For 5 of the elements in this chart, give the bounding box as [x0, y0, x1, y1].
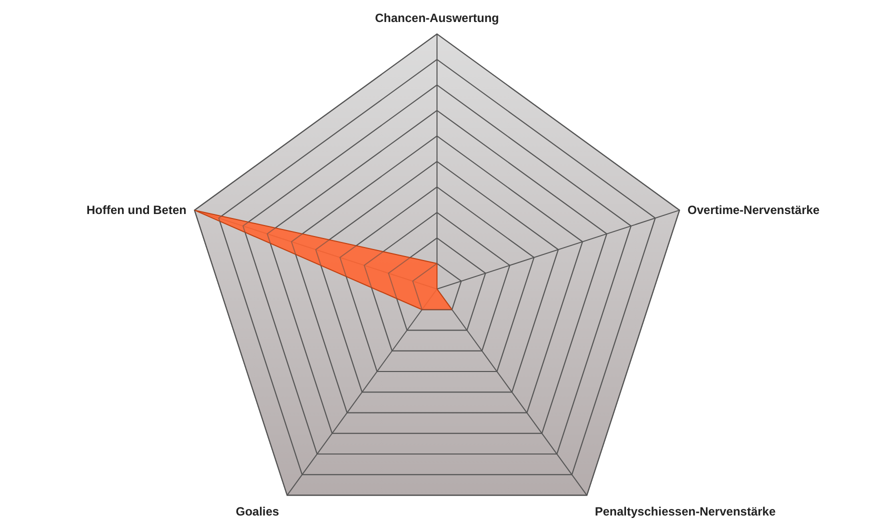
spoke-label: Hoffen und Beten	[86, 203, 186, 218]
spoke-label: Goalies	[236, 504, 280, 518]
spoke-label: Penaltyschiessen-Nervenstärke	[594, 504, 776, 518]
spoke-label: Overtime-Nervenstärke	[688, 203, 820, 218]
spoke-label: Chancen-Auswertung	[374, 11, 500, 25]
